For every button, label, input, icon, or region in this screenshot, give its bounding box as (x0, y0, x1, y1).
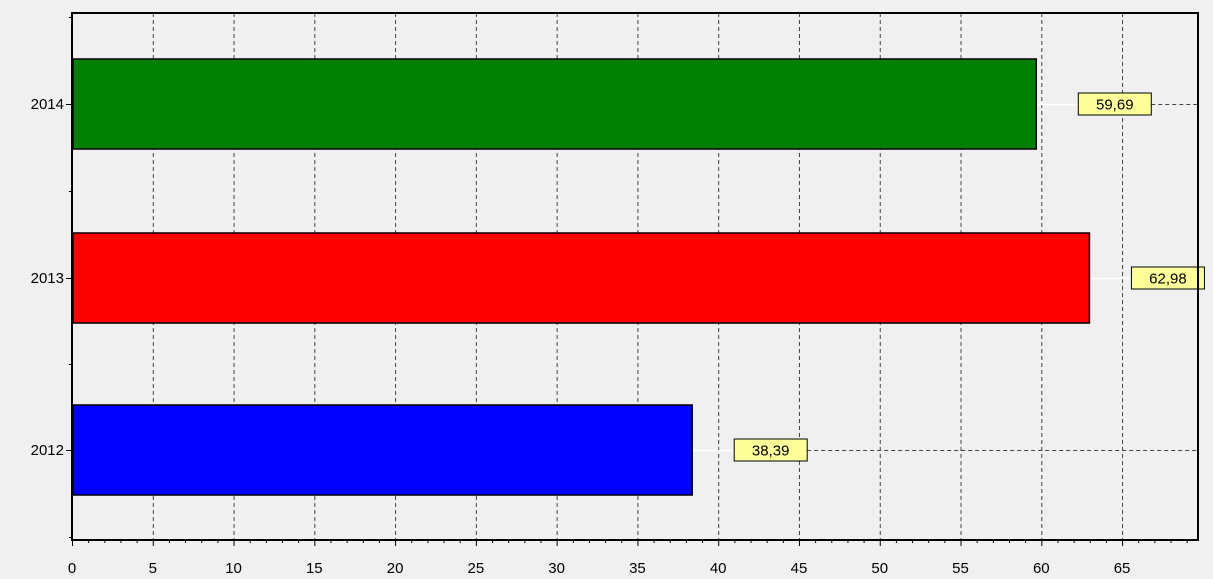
x-tick-label: 0 (68, 560, 76, 577)
y-tick-label: 2014 (31, 96, 64, 113)
data-label: 62,98 (1149, 271, 1187, 288)
x-tick-label: 30 (548, 560, 565, 577)
bars (72, 58, 1091, 496)
bar-2013 (72, 232, 1091, 324)
data-label-box (733, 438, 808, 462)
plot-frame (71, 12, 1199, 541)
x-tick-label: 65 (1114, 560, 1131, 577)
x-tick-label: 60 (1033, 560, 1050, 577)
x-tick-label: 35 (629, 560, 646, 577)
y-tick-label: 2013 (31, 270, 64, 287)
x-tick-label: 10 (225, 560, 242, 577)
bar-2012 (72, 404, 693, 496)
x-tick-label: 40 (710, 560, 727, 577)
data-label: 38,39 (752, 443, 790, 460)
x-tick-label: 50 (871, 560, 888, 577)
bar-2014 (72, 58, 1038, 150)
axes: 0 5 10 15 20 25 30 35 40 45 50 55 60 65 2014 2013 2012 (31, 17, 1188, 577)
x-tick-label: 55 (952, 560, 969, 577)
x-tick-label: 15 (306, 560, 323, 577)
y-tick-label: 2012 (31, 442, 64, 459)
data-label: 59,69 (1096, 97, 1134, 114)
x-tick-label: 25 (468, 560, 485, 577)
data-label-box (1077, 92, 1152, 116)
x-tick-label: 5 (149, 560, 157, 577)
data-label-box (1130, 266, 1205, 290)
x-tick-label: 45 (791, 560, 808, 577)
label-leader-lines (692, 103, 1198, 452)
x-tick-label: 20 (387, 560, 404, 577)
data-labels: 59,69 62,98 38,39 (733, 92, 1205, 462)
